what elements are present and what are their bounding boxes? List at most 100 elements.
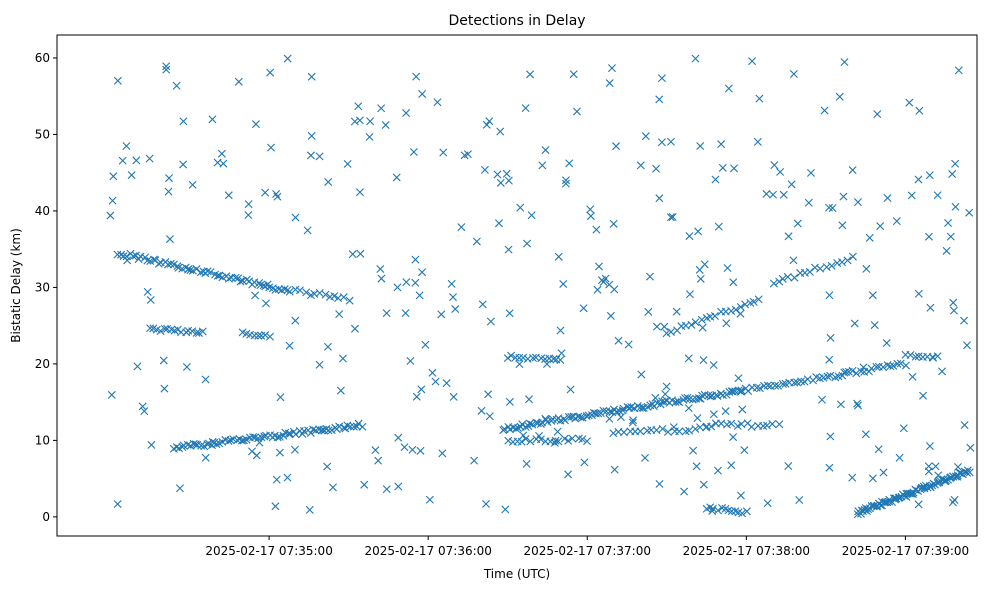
detection-point (261, 188, 270, 197)
detection-point (428, 368, 437, 377)
detection-point (541, 146, 550, 155)
detection-point (697, 315, 706, 324)
detection-point (290, 445, 299, 454)
detection-point (355, 188, 364, 197)
detection-point (129, 252, 138, 261)
detection-point (275, 448, 284, 457)
detection-point (839, 192, 848, 201)
detection-point (208, 115, 217, 124)
detection-point (867, 364, 876, 373)
detection-point (738, 405, 747, 414)
detection-point (838, 258, 846, 267)
detection-point (192, 265, 201, 274)
detection-point (848, 366, 857, 375)
detection-point (280, 285, 289, 294)
detection-point (865, 233, 874, 242)
detection-point (919, 391, 928, 400)
detection-point (852, 369, 861, 378)
detection-point (924, 232, 933, 241)
detection-point (816, 264, 825, 273)
detection-point (381, 121, 390, 130)
detection-point (527, 211, 536, 220)
detection-point (411, 278, 420, 287)
detection-point (572, 107, 581, 116)
y-axis-label: Bistatic Delay (km) (9, 228, 23, 343)
detection-point (914, 175, 923, 184)
detection-point (521, 104, 530, 113)
x-axis-label: Time (UTC) (483, 567, 550, 581)
detection-point (551, 436, 560, 445)
detection-point (868, 474, 877, 483)
detection-point (872, 362, 881, 371)
detection-point (305, 505, 314, 514)
detection-point (713, 466, 722, 475)
detection-point (272, 475, 281, 484)
detection-point (775, 277, 784, 286)
detection-point (224, 437, 233, 445)
detection-point (323, 462, 332, 471)
detection-point (942, 476, 951, 485)
detection-point (273, 433, 282, 442)
detection-point (853, 399, 862, 408)
detection-point (928, 353, 937, 362)
detection-point (615, 406, 624, 415)
detection-point (939, 475, 948, 484)
detection-point (535, 431, 544, 440)
detection-point (505, 397, 514, 406)
detection-point (249, 433, 258, 442)
detection-point (818, 395, 826, 404)
detection-point (668, 213, 677, 222)
detection-point (662, 382, 671, 391)
detection-point (915, 106, 924, 115)
detection-point (162, 65, 171, 74)
detection-point (823, 372, 832, 381)
x-tick-label: 2025-02-17 07:39:00 (842, 544, 969, 558)
detection-point (393, 283, 402, 292)
detection-point (197, 441, 206, 450)
detection-point (960, 316, 969, 325)
detection-point (192, 328, 201, 337)
detection-point (538, 161, 547, 170)
detection-point (885, 497, 894, 506)
detection-point (905, 98, 914, 107)
detection-point (948, 498, 957, 507)
detection-point (394, 433, 403, 442)
detection-point (908, 489, 917, 498)
plot-area (57, 35, 977, 536)
detection-point (926, 303, 935, 312)
detection-point (519, 431, 528, 440)
detection-point (255, 278, 264, 287)
detection-point (727, 306, 736, 315)
detection-point (256, 281, 265, 290)
detection-point (336, 386, 345, 395)
detection-point (741, 300, 750, 309)
detection-point (709, 410, 718, 419)
detection-point (482, 499, 490, 508)
detection-point (666, 213, 675, 222)
detection-point (727, 387, 736, 396)
detection-point (382, 309, 391, 318)
detection-point (594, 409, 603, 418)
detection-point (201, 375, 210, 384)
detection-point (672, 307, 681, 316)
detection-point (257, 433, 266, 442)
detection-point (522, 459, 531, 468)
detection-point (696, 423, 705, 432)
detection-point (666, 327, 675, 336)
detection-point (718, 163, 727, 172)
detection-point (401, 309, 410, 318)
detection-point (768, 419, 777, 428)
detection-point (138, 402, 147, 411)
detection-point (486, 317, 495, 326)
detection-point (159, 356, 168, 365)
detection-point (606, 311, 615, 320)
detection-point (605, 280, 614, 289)
detection-point (184, 265, 193, 274)
detection-point (874, 445, 883, 454)
detection-point (198, 327, 207, 336)
detection-point (820, 106, 829, 115)
detection-point (477, 406, 486, 415)
detection-point (605, 79, 614, 88)
detection-point (610, 465, 619, 474)
detection-point (406, 356, 415, 365)
